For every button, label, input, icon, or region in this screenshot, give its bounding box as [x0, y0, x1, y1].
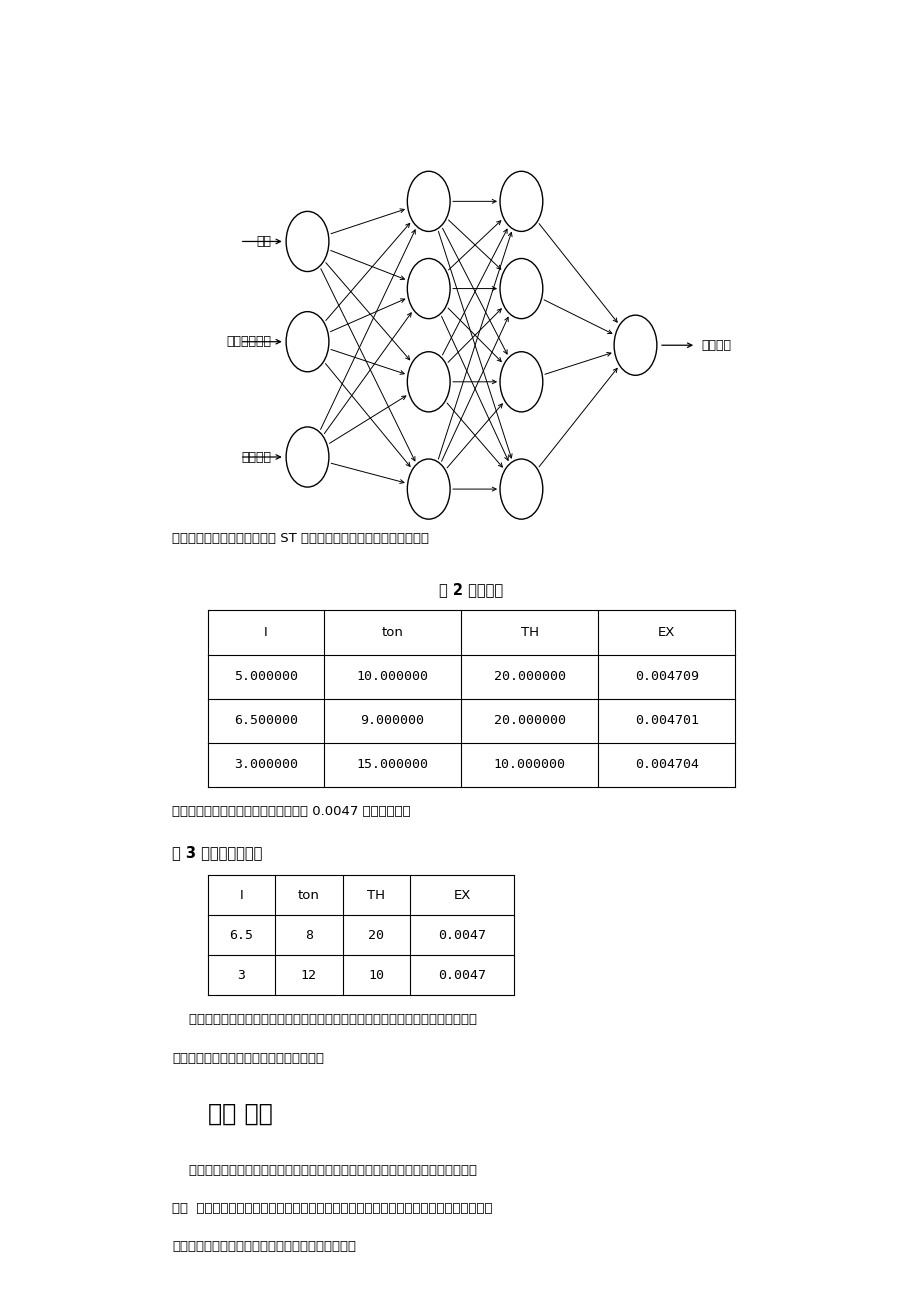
- Text: 工件厚度: 工件厚度: [242, 450, 272, 464]
- Circle shape: [407, 352, 449, 411]
- Text: 8: 8: [304, 928, 312, 941]
- Text: 10.000000: 10.000000: [493, 758, 565, 771]
- Circle shape: [286, 311, 329, 372]
- Text: 表 3 测试样本数据集: 表 3 测试样本数据集: [172, 845, 262, 861]
- Text: EX: EX: [453, 888, 471, 901]
- Text: 20.000000: 20.000000: [493, 671, 565, 684]
- Circle shape: [500, 259, 542, 319]
- Text: 3.000000: 3.000000: [233, 758, 298, 771]
- Text: 本文提出的基于决策树分类器和神经网络的加工参数优化方法，已从实验中得到了: 本文提出的基于决策树分类器和神经网络的加工参数优化方法，已从实验中得到了: [172, 1164, 477, 1177]
- Circle shape: [286, 211, 329, 272]
- Text: 0.004701: 0.004701: [634, 715, 698, 728]
- Text: 找到其他满足工艺要求所需要的参数组合。: 找到其他满足工艺要求所需要的参数组合。: [172, 1052, 323, 1065]
- Circle shape: [407, 172, 449, 232]
- Text: 表 2 预测结果: 表 2 预测结果: [439, 582, 503, 598]
- Text: 0.004709: 0.004709: [634, 671, 698, 684]
- Text: ton: ton: [298, 888, 320, 901]
- Circle shape: [500, 352, 542, 411]
- Text: 20.000000: 20.000000: [493, 715, 565, 728]
- Circle shape: [407, 460, 449, 519]
- Text: 放电脉冲宽度: 放电脉冲宽度: [227, 335, 272, 348]
- Text: 12: 12: [301, 969, 316, 982]
- Circle shape: [500, 460, 542, 519]
- Text: 6.500000: 6.500000: [233, 715, 298, 728]
- Text: 3: 3: [237, 969, 245, 982]
- Text: 0.0047: 0.0047: [437, 928, 485, 941]
- Text: 上述两条实际测量的记录被预测结果以很高的准确度覆盖，同时预测的结果还能够: 上述两条实际测量的记录被预测结果以很高的准确度覆盖，同时预测的结果还能够: [172, 1013, 477, 1026]
- Circle shape: [500, 172, 542, 232]
- Circle shape: [286, 427, 329, 487]
- Text: ton: ton: [381, 626, 403, 639]
- Text: I: I: [239, 888, 243, 901]
- Text: 0.0047: 0.0047: [437, 969, 485, 982]
- Text: 5.000000: 5.000000: [233, 671, 298, 684]
- Text: TH: TH: [520, 626, 538, 639]
- Text: 得出网络结构后，将预测数据 ST 带入网络进行计算，得出预测结果：: 得出网络结构后，将预测数据 ST 带入网络进行计算，得出预测结果：: [172, 533, 428, 546]
- Text: 中，能够提高生产效率，降低成本，提高加工精度。: 中，能够提高生产效率，降低成本，提高加工精度。: [172, 1240, 356, 1253]
- Text: TH: TH: [367, 888, 385, 901]
- Text: 6.5: 6.5: [229, 928, 253, 941]
- Circle shape: [614, 315, 656, 375]
- Text: 9.000000: 9.000000: [360, 715, 424, 728]
- Text: 15.000000: 15.000000: [356, 758, 428, 771]
- Text: 实现  证明此方法在确定加工要求的情况下，能够预测出优化的加工参数组合，在实际加工: 实现 证明此方法在确定加工要求的情况下，能够预测出优化的加工参数组合，在实际加工: [172, 1202, 492, 1215]
- Text: 四、 结论: 四、 结论: [208, 1101, 272, 1126]
- Text: 10: 10: [368, 969, 384, 982]
- Circle shape: [407, 259, 449, 319]
- Text: 电流: 电流: [256, 234, 272, 247]
- Text: I: I: [264, 626, 267, 639]
- Text: 10.000000: 10.000000: [356, 671, 428, 684]
- Text: 20: 20: [368, 928, 384, 941]
- Text: 0.004704: 0.004704: [634, 758, 698, 771]
- Text: 电极损耗: 电极损耗: [700, 339, 731, 352]
- Text: 从评估数据集中找到对应的电极损耗为 0.0047 的记录如下：: 从评估数据集中找到对应的电极损耗为 0.0047 的记录如下：: [172, 805, 410, 818]
- Text: EX: EX: [657, 626, 675, 639]
